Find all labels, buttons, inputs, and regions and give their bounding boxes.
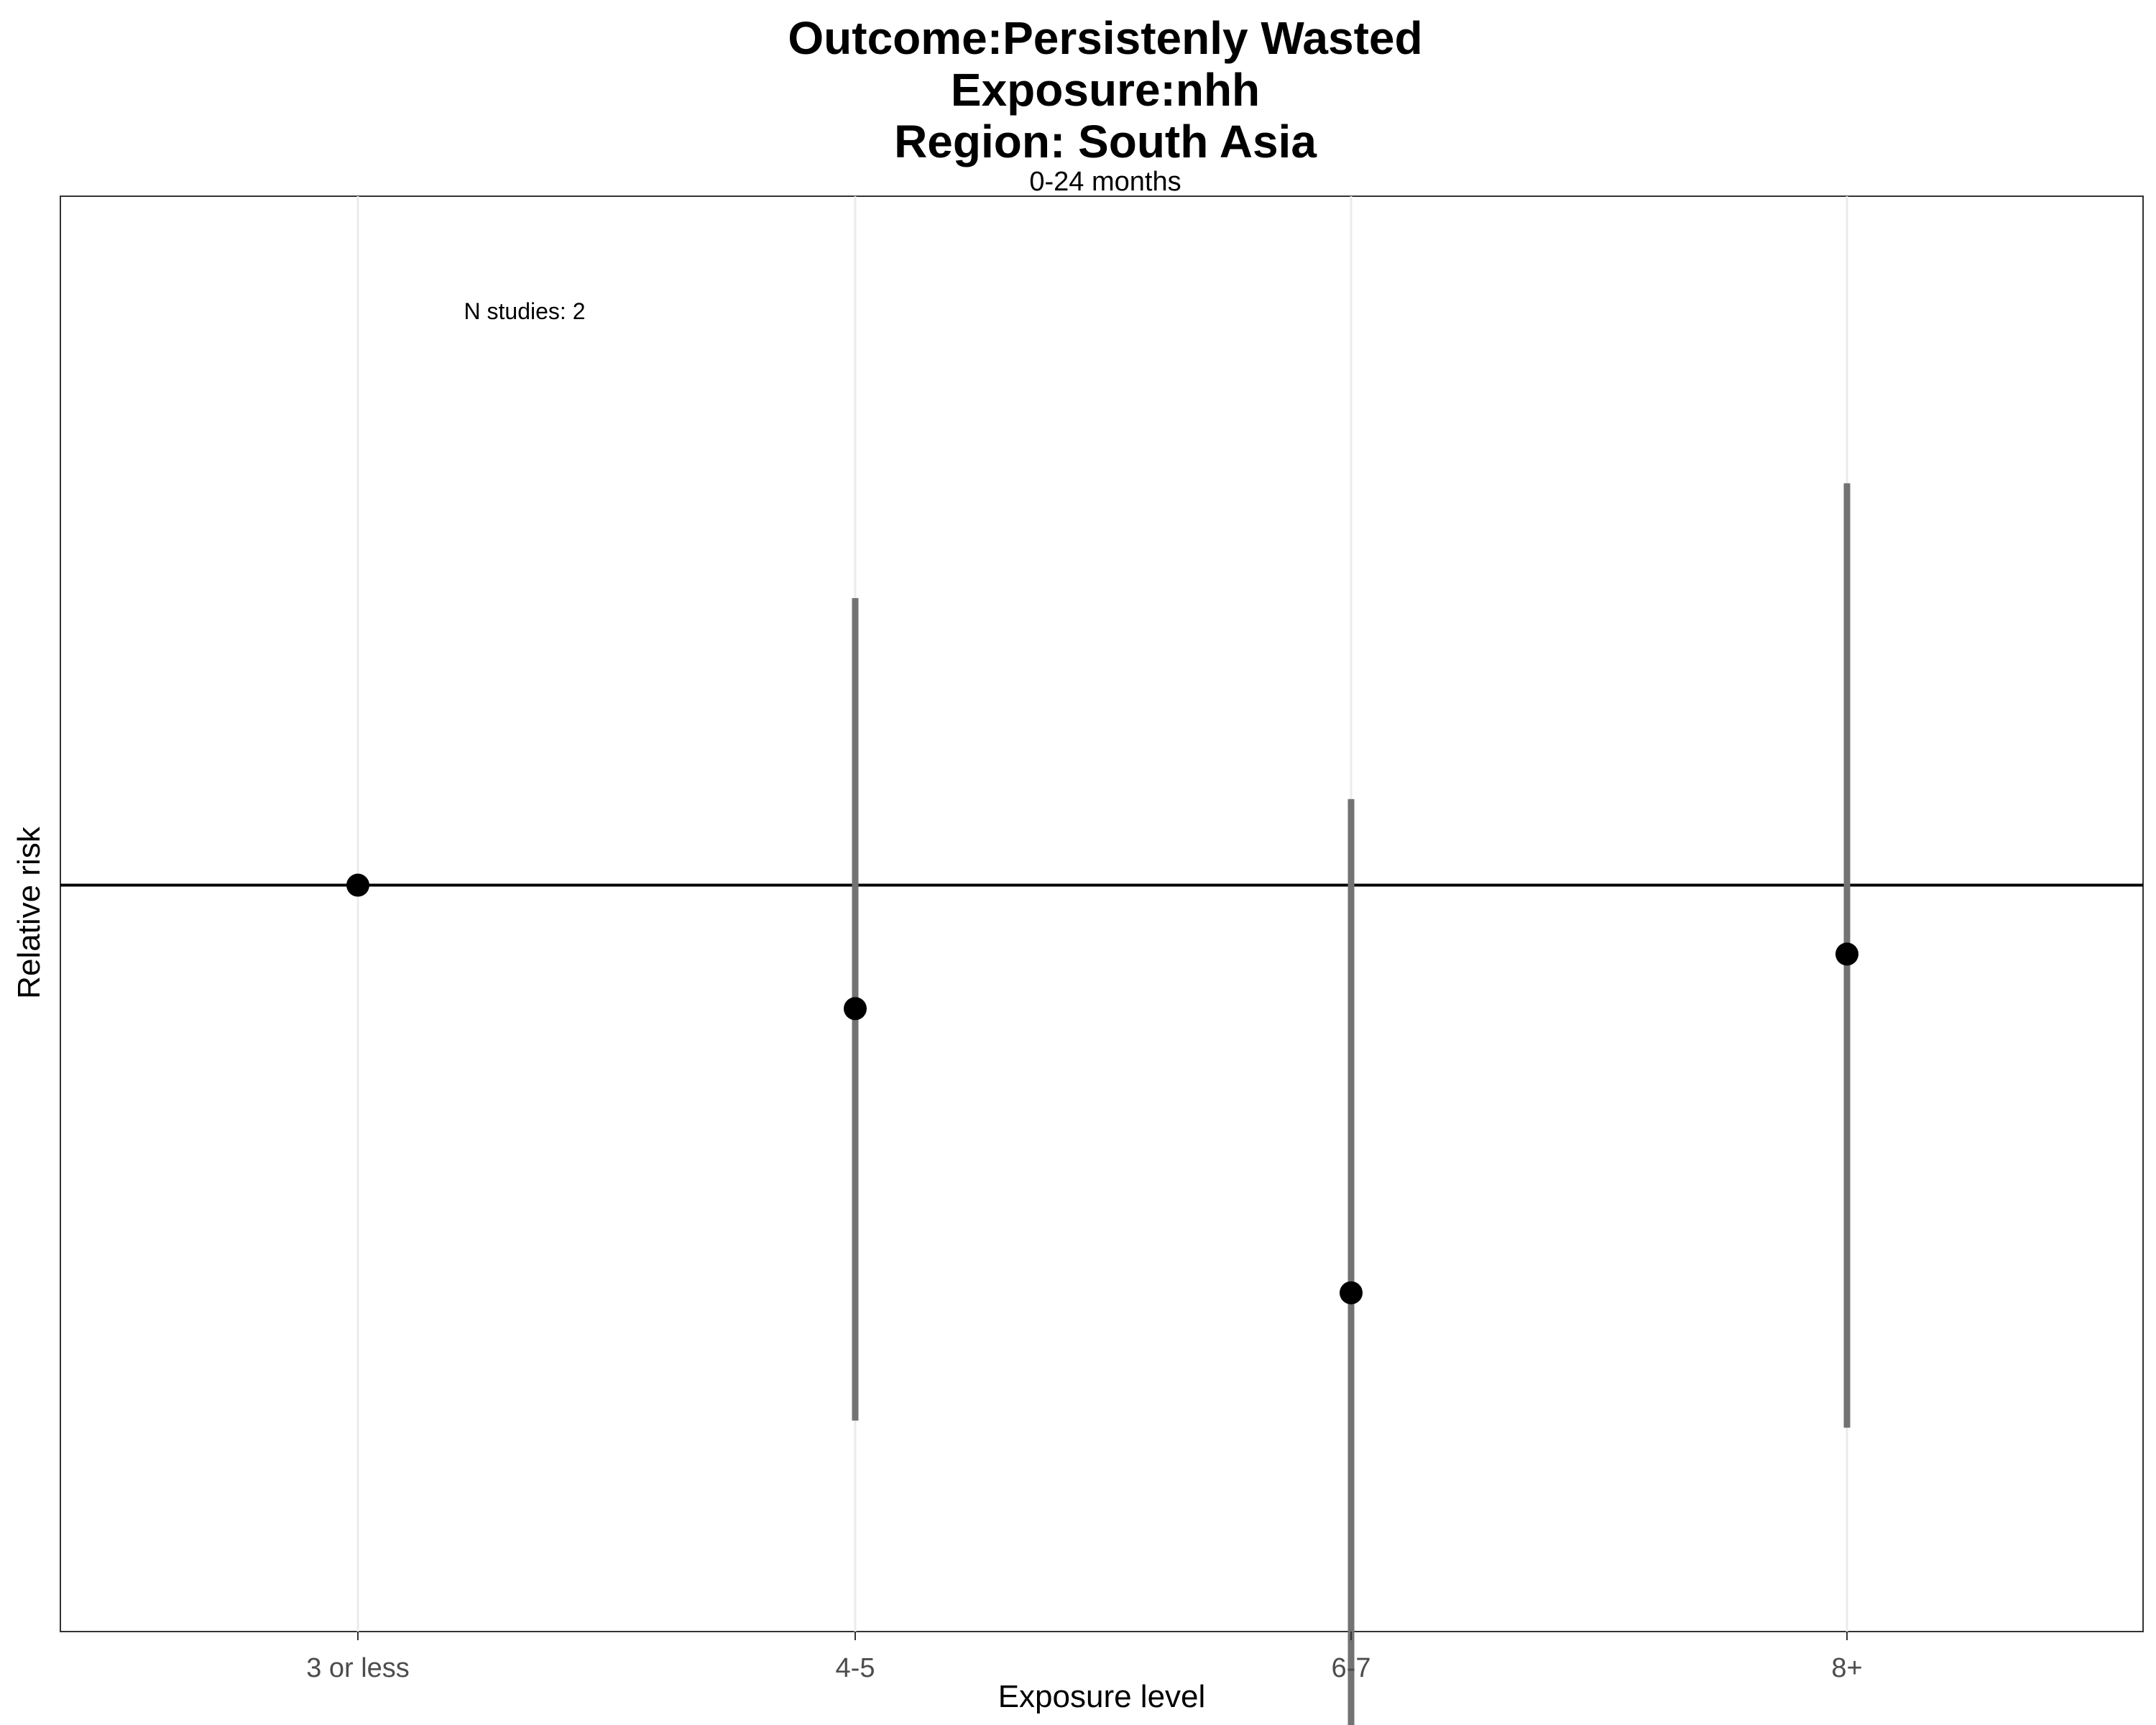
point-estimate-3: [1835, 942, 1858, 966]
x-axis-ticks: 3 or less 4-5 6-7 8+: [306, 1632, 1863, 1683]
y-axis-title: Relative risk: [11, 826, 47, 999]
x-axis-title: Exposure level: [998, 1679, 1206, 1714]
point-estimate-1: [844, 997, 867, 1021]
x-tick-label-0: 3 or less: [306, 1653, 410, 1683]
x-tick-label-2: 6-7: [1332, 1653, 1371, 1683]
plot-panel: [60, 196, 2144, 1632]
chart-title-line-1: Outcome:Persistenly Wasted: [788, 12, 1422, 64]
chart-title-line-3: Region: South Asia: [894, 116, 1317, 167]
x-tick-label-1: 4-5: [836, 1653, 875, 1683]
point-estimate-0: [346, 873, 369, 897]
point-estimate-2: [1340, 1281, 1363, 1305]
title-block: Outcome:Persistenly Wasted Exposure:nhh …: [788, 12, 1422, 197]
point-estimates: [346, 873, 1858, 1305]
n-studies-annotation: N studies: 2: [464, 298, 586, 324]
chart-title-line-2: Exposure:nhh: [951, 64, 1260, 116]
chart-subtitle: 0-24 months: [1029, 167, 1181, 197]
x-tick-label-3: 8+: [1831, 1653, 1862, 1683]
